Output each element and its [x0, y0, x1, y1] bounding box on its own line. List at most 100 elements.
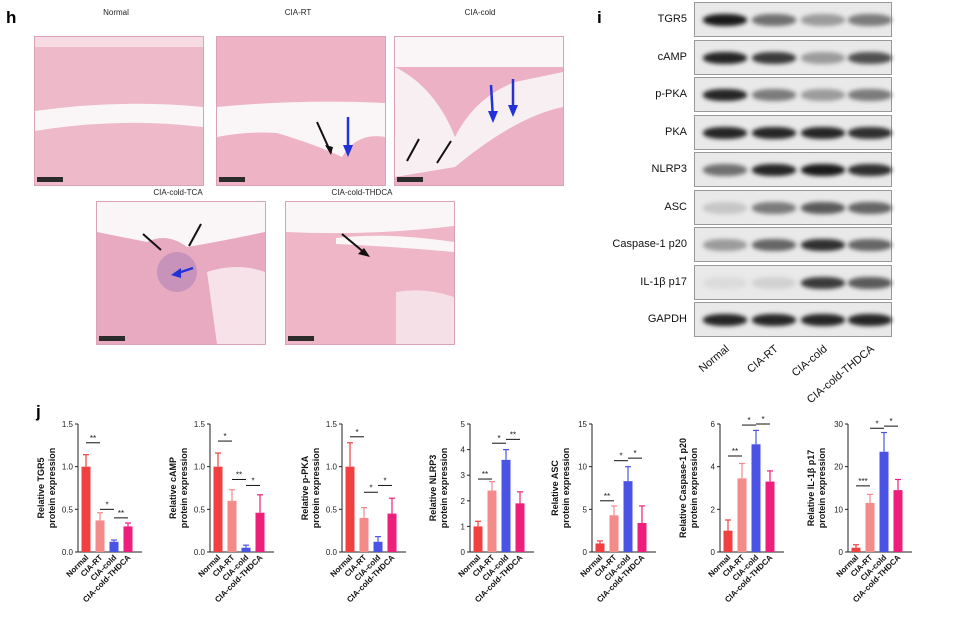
blot-row: [694, 39, 892, 75]
x-tick-label: CIA-cold: [859, 553, 889, 583]
y-tick-label: 1: [461, 522, 466, 531]
blot-band: [752, 164, 796, 176]
y-tick-label: 30: [834, 420, 843, 429]
y-axis-label-line: Relative TGR5: [36, 457, 46, 518]
bar: [227, 500, 237, 552]
blot-row-label: PKA: [664, 125, 687, 138]
bar: [637, 522, 647, 552]
y-tick-label: 0.0: [194, 548, 206, 557]
blot-row: [694, 264, 892, 300]
y-tick-label: 0.0: [62, 548, 74, 557]
blot-band: [848, 314, 892, 326]
bar: [373, 541, 383, 552]
blot-lane-label: CIA-RT: [745, 343, 781, 376]
blot-band: [752, 239, 796, 251]
bar: [737, 478, 747, 552]
y-axis-label-line: protein expression: [47, 448, 57, 529]
histology-svg: [217, 37, 385, 185]
blot-band: [801, 89, 845, 101]
blot-row: [694, 189, 892, 225]
significance-label: *: [889, 417, 892, 426]
panel-letter-h: h: [6, 8, 17, 27]
significance-label: **: [90, 434, 96, 443]
blot-band: [703, 14, 747, 26]
significance-label: *: [383, 476, 386, 485]
bar: [751, 444, 761, 552]
blot-band: [848, 201, 892, 214]
bar: [595, 543, 605, 552]
bar: [81, 466, 91, 552]
significance-label: *: [761, 415, 764, 424]
bar: [501, 459, 511, 552]
blot-row: [694, 2, 892, 37]
blot-row-label: cAMP: [657, 50, 687, 63]
blot-band: [801, 126, 845, 139]
x-tick-label: Normal: [579, 553, 605, 579]
y-tick-label: 0.5: [194, 505, 206, 514]
significance-label: **: [118, 509, 124, 518]
bar: [851, 547, 861, 552]
bar: [95, 520, 105, 552]
blot-band: [752, 51, 796, 64]
blot-lane-label: CIA-cold-THDCA: [804, 343, 877, 407]
blot-row-label: NLRP3: [651, 163, 687, 175]
histology-title-cia-cold-tca: CIA-cold-TCA: [153, 188, 203, 197]
y-tick-label: 3: [461, 471, 466, 480]
bar: [241, 547, 251, 552]
blot-row: [694, 77, 892, 112]
y-axis-label: Relative ASCprotein expression: [550, 448, 571, 529]
significance-label: *: [105, 500, 108, 509]
histology-title-normal: Normal: [103, 8, 129, 17]
bar: [893, 490, 903, 552]
blot-row-label: Caspase-1 p20: [612, 238, 687, 250]
blot-band: [703, 164, 747, 176]
y-tick-label: 6: [711, 420, 716, 429]
histology-svg: [286, 202, 454, 344]
x-tick-label: CIA-cold: [89, 553, 119, 583]
significance-label: **: [604, 492, 610, 501]
black-arrow: [436, 140, 452, 164]
y-tick-label: 2: [711, 505, 716, 514]
significance-label: **: [510, 430, 516, 439]
bar-chart: 0 1 2 3 4 5 Relative NLRP3protein expression No…: [428, 420, 534, 604]
x-tick-label: CIA-RT: [79, 553, 105, 579]
y-axis-label-line: protein expression: [439, 448, 449, 529]
blot-band: [703, 126, 747, 139]
y-axis-label: Relative cAMPprotein expression: [168, 448, 189, 529]
bar-chart: 0.0 0.5 1.0 1.5 Relative TGR5protein express…: [36, 420, 142, 604]
blot-band: [703, 89, 747, 101]
x-tick-label: Normal: [707, 553, 733, 579]
x-tick-label: CIA-RT: [211, 553, 237, 579]
blot-band: [703, 51, 747, 64]
bar: [487, 490, 497, 552]
y-axis-label-line: protein expression: [311, 448, 321, 529]
y-tick-label: 1.5: [326, 420, 338, 429]
bar-chart: 0 5 10 15 Relative ASCprotein expression Norm…: [550, 420, 656, 604]
y-tick-label: 2: [461, 497, 466, 506]
bar: [213, 466, 223, 552]
bar-chart: 0 2 4 6 Relative Caspase-1 p20protein expres…: [678, 415, 784, 604]
blot-row: [694, 227, 892, 262]
blot-band: [752, 201, 796, 214]
x-tick-label: CIA-RT: [593, 553, 619, 579]
histology-title-cia-cold-thdca: CIA-cold-THDCA: [331, 188, 393, 197]
y-tick-label: 1.5: [62, 420, 74, 429]
blot-band: [752, 14, 796, 26]
histology-svg: [395, 37, 563, 185]
y-tick-label: 0.5: [326, 505, 338, 514]
histology-title-cia-rt: CIA-RT: [284, 8, 312, 17]
blot-band: [801, 201, 845, 214]
y-axis-label-line: protein expression: [179, 448, 189, 529]
blot-band: [848, 164, 892, 176]
blot-band: [752, 276, 796, 289]
significance-label: *: [355, 428, 358, 437]
x-tick-label: CIA-cold-THDCA: [213, 553, 264, 604]
blot-band: [801, 14, 845, 26]
blot-band: [801, 314, 845, 326]
blot-row: [694, 302, 892, 337]
histology-svg: [97, 202, 265, 344]
y-tick-label: 1.0: [326, 463, 338, 472]
blot-band: [703, 239, 747, 251]
blot-row-label: GAPDH: [647, 313, 687, 325]
y-axis-label: Relative Caspase-1 p20protein expression: [678, 438, 699, 538]
